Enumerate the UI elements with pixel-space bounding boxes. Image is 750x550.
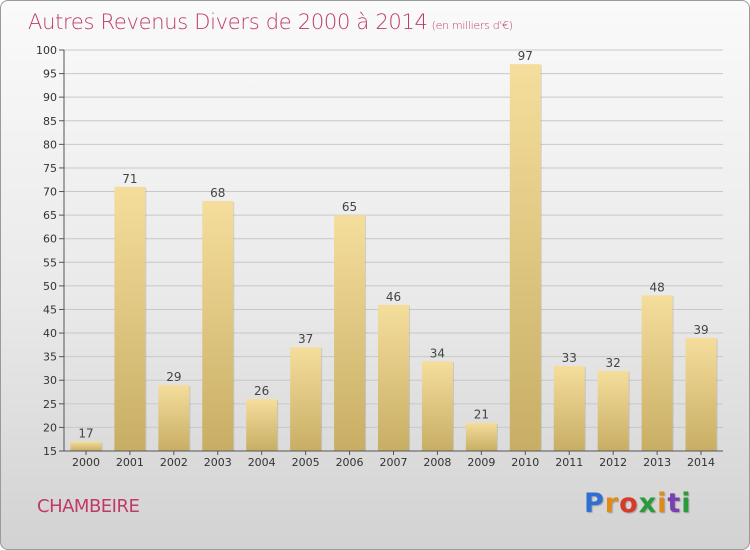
y-tick-label: 55 bbox=[43, 256, 57, 269]
y-tick-label: 100 bbox=[36, 44, 57, 57]
value-label: 32 bbox=[606, 356, 621, 370]
bar-2007 bbox=[378, 304, 409, 451]
value-label: 97 bbox=[518, 49, 533, 63]
value-label: 33 bbox=[562, 351, 577, 365]
x-tick-label: 2003 bbox=[204, 456, 232, 469]
y-tick-label: 90 bbox=[43, 91, 57, 104]
value-label: 26 bbox=[254, 384, 269, 398]
value-label: 68 bbox=[210, 186, 225, 200]
y-tick-label: 60 bbox=[43, 233, 57, 246]
logo-letter: i bbox=[681, 488, 692, 519]
x-tick-label: 2001 bbox=[116, 456, 144, 469]
value-label: 37 bbox=[298, 332, 313, 346]
value-label: 34 bbox=[430, 346, 445, 360]
x-tick-label: 2011 bbox=[555, 456, 583, 469]
x-tick-label: 2009 bbox=[467, 456, 495, 469]
x-tick-label: 2008 bbox=[423, 456, 451, 469]
bar-2012 bbox=[597, 370, 629, 451]
bar-2013 bbox=[641, 295, 673, 451]
value-label: 71 bbox=[122, 172, 137, 186]
x-tick-label: 2002 bbox=[160, 456, 188, 469]
chart-title: Autres Revenus Divers de 2000 à 2014 (en … bbox=[28, 10, 513, 34]
x-tick-label: 2000 bbox=[72, 456, 100, 469]
value-label: 46 bbox=[386, 290, 401, 304]
logo-letter: o bbox=[619, 488, 639, 519]
bar-2014 bbox=[685, 337, 717, 451]
bar-2000 bbox=[70, 441, 102, 451]
y-tick-label: 25 bbox=[43, 398, 57, 411]
logo-letter: x bbox=[638, 488, 658, 519]
x-tick-label: 2014 bbox=[687, 456, 715, 469]
value-label: 65 bbox=[342, 200, 357, 214]
y-tick-label: 30 bbox=[43, 374, 57, 387]
y-tick-label: 75 bbox=[43, 162, 57, 175]
value-label: 39 bbox=[693, 323, 708, 337]
logo-letter: i bbox=[657, 488, 668, 519]
value-label: 48 bbox=[649, 280, 664, 294]
proxiti-logo[interactable]: Proxiti bbox=[584, 488, 692, 519]
y-tick-label: 85 bbox=[43, 115, 57, 128]
bar-2011 bbox=[553, 366, 585, 451]
x-tick-label: 2010 bbox=[511, 456, 539, 469]
value-label: 29 bbox=[166, 370, 181, 384]
bar-2006 bbox=[334, 215, 366, 451]
bar-2004 bbox=[246, 399, 278, 451]
y-tick-label: 50 bbox=[43, 280, 57, 293]
logo-letter: P bbox=[584, 488, 605, 519]
y-tick-label: 15 bbox=[43, 445, 57, 458]
y-tick-label: 95 bbox=[43, 68, 57, 81]
bar-2003 bbox=[202, 200, 234, 451]
bar-2009 bbox=[465, 422, 497, 451]
y-tick-label: 70 bbox=[43, 186, 57, 199]
bars bbox=[70, 64, 718, 451]
labels: 15 20 25 30 35 40 45 50 55 60 65 70 75 80 85 90 95 100 17 2… bbox=[36, 44, 715, 469]
x-tick-label: 2013 bbox=[643, 456, 671, 469]
logo-letter: t bbox=[667, 488, 682, 519]
y-tick-label: 65 bbox=[43, 209, 57, 222]
y-tick-label: 45 bbox=[43, 303, 57, 316]
chart-subtitle: (en milliers d'€) bbox=[431, 19, 513, 32]
x-tick-label: 2012 bbox=[599, 456, 627, 469]
x-tick-label: 2004 bbox=[248, 456, 276, 469]
axes bbox=[59, 49, 723, 455]
logo-letter: r bbox=[604, 488, 620, 519]
title-text: Autres Revenus Divers de 2000 à 2014 bbox=[28, 10, 428, 34]
y-tick-label: 80 bbox=[43, 138, 57, 151]
bar-2005 bbox=[290, 347, 322, 451]
x-tick-label: 2005 bbox=[292, 456, 320, 469]
bar-2008 bbox=[421, 361, 453, 451]
x-tick-label: 2006 bbox=[336, 456, 364, 469]
y-tick-label: 35 bbox=[43, 351, 57, 364]
bar-2010 bbox=[509, 64, 541, 451]
city-name: CHAMBEIRE bbox=[37, 496, 140, 517]
value-label: 21 bbox=[474, 408, 489, 422]
y-tick-label: 40 bbox=[43, 327, 57, 340]
y-tick-label: 20 bbox=[43, 421, 57, 434]
bar-2002 bbox=[158, 384, 190, 451]
bar-2001 bbox=[114, 186, 146, 451]
value-label: 17 bbox=[78, 427, 93, 441]
x-tick-label: 2007 bbox=[380, 456, 408, 469]
